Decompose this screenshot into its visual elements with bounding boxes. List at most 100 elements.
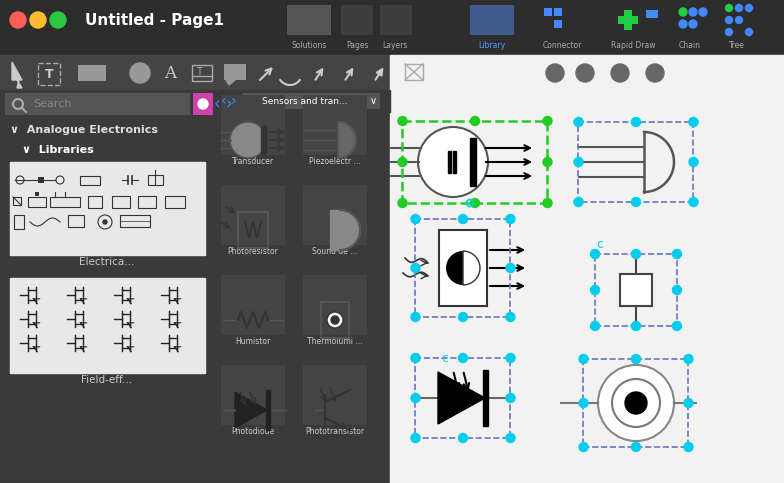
- Circle shape: [411, 214, 420, 224]
- Text: Sound de ...: Sound de ...: [312, 247, 358, 256]
- Bar: [78, 65, 106, 81]
- Bar: [0, 0, 784, 55]
- Circle shape: [746, 28, 753, 35]
- Circle shape: [684, 355, 693, 364]
- Circle shape: [506, 394, 515, 402]
- Bar: [287, 5, 331, 35]
- Bar: [221, 95, 285, 155]
- Circle shape: [689, 20, 697, 28]
- Wedge shape: [463, 251, 480, 285]
- Circle shape: [612, 379, 660, 427]
- Bar: [221, 365, 285, 425]
- Polygon shape: [235, 392, 267, 428]
- Circle shape: [631, 250, 641, 258]
- Circle shape: [746, 4, 753, 12]
- Text: Humistor: Humistor: [235, 338, 270, 346]
- Bar: [215, 90, 390, 112]
- Bar: [439, 230, 487, 306]
- Text: ∨: ∨: [369, 96, 376, 106]
- Bar: [405, 64, 423, 80]
- Circle shape: [418, 127, 488, 197]
- Bar: [5, 93, 190, 115]
- Circle shape: [590, 285, 600, 295]
- Polygon shape: [438, 372, 485, 424]
- Bar: [303, 185, 367, 245]
- Circle shape: [576, 64, 594, 82]
- Bar: [303, 365, 367, 425]
- Circle shape: [543, 199, 552, 208]
- Circle shape: [725, 28, 732, 35]
- Circle shape: [735, 16, 742, 24]
- Bar: [215, 90, 390, 483]
- Bar: [595, 254, 677, 326]
- Text: T: T: [196, 67, 201, 77]
- Circle shape: [459, 354, 467, 363]
- Text: ‹: ‹: [214, 95, 220, 113]
- Text: Layers: Layers: [383, 42, 408, 51]
- Bar: [453, 151, 456, 173]
- Bar: [330, 210, 340, 250]
- Circle shape: [574, 198, 583, 207]
- Circle shape: [590, 250, 600, 258]
- Circle shape: [546, 64, 564, 82]
- Bar: [28, 197, 46, 207]
- Bar: [554, 20, 562, 28]
- Text: Phototransistor: Phototransistor: [306, 427, 365, 437]
- Bar: [138, 196, 156, 208]
- Text: Photodiode: Photodiode: [231, 427, 274, 437]
- Text: Chain: Chain: [679, 42, 701, 51]
- Circle shape: [398, 199, 407, 208]
- Text: Connector: Connector: [543, 42, 582, 51]
- Bar: [0, 55, 784, 90]
- Circle shape: [543, 116, 552, 126]
- Bar: [224, 64, 246, 80]
- Circle shape: [579, 355, 588, 364]
- Wedge shape: [446, 251, 463, 285]
- Bar: [624, 10, 632, 30]
- Bar: [80, 176, 100, 185]
- Circle shape: [130, 63, 150, 83]
- Bar: [470, 5, 514, 35]
- Circle shape: [398, 116, 407, 126]
- Circle shape: [689, 8, 697, 16]
- Polygon shape: [12, 62, 22, 88]
- Circle shape: [598, 365, 674, 441]
- Circle shape: [684, 398, 693, 408]
- Circle shape: [590, 322, 600, 330]
- Bar: [88, 196, 102, 208]
- Circle shape: [470, 199, 480, 208]
- Circle shape: [574, 157, 583, 167]
- Bar: [14, 215, 24, 229]
- Circle shape: [198, 99, 208, 109]
- Polygon shape: [226, 80, 235, 85]
- Bar: [646, 10, 658, 18]
- Bar: [148, 175, 163, 185]
- Bar: [416, 219, 510, 317]
- Circle shape: [411, 264, 420, 272]
- Bar: [35, 192, 39, 196]
- Text: Rapid Draw: Rapid Draw: [611, 42, 655, 51]
- Bar: [402, 121, 547, 203]
- Circle shape: [689, 198, 698, 207]
- Circle shape: [699, 8, 707, 16]
- Text: Field-eff...: Field-eff...: [82, 375, 132, 385]
- Circle shape: [725, 4, 732, 12]
- Circle shape: [631, 198, 641, 207]
- Circle shape: [689, 157, 698, 167]
- Text: A: A: [164, 66, 176, 83]
- Bar: [579, 122, 694, 202]
- Bar: [261, 126, 266, 154]
- Text: Search: Search: [33, 99, 71, 109]
- Bar: [13, 197, 21, 205]
- Circle shape: [459, 434, 467, 442]
- Text: Solutions: Solutions: [292, 42, 327, 51]
- Text: ›: ›: [226, 95, 232, 113]
- Circle shape: [459, 214, 467, 224]
- Circle shape: [506, 354, 515, 363]
- Bar: [193, 93, 213, 115]
- Circle shape: [470, 116, 480, 126]
- Bar: [221, 275, 285, 335]
- Circle shape: [689, 117, 698, 127]
- Bar: [390, 55, 784, 483]
- Circle shape: [103, 220, 107, 224]
